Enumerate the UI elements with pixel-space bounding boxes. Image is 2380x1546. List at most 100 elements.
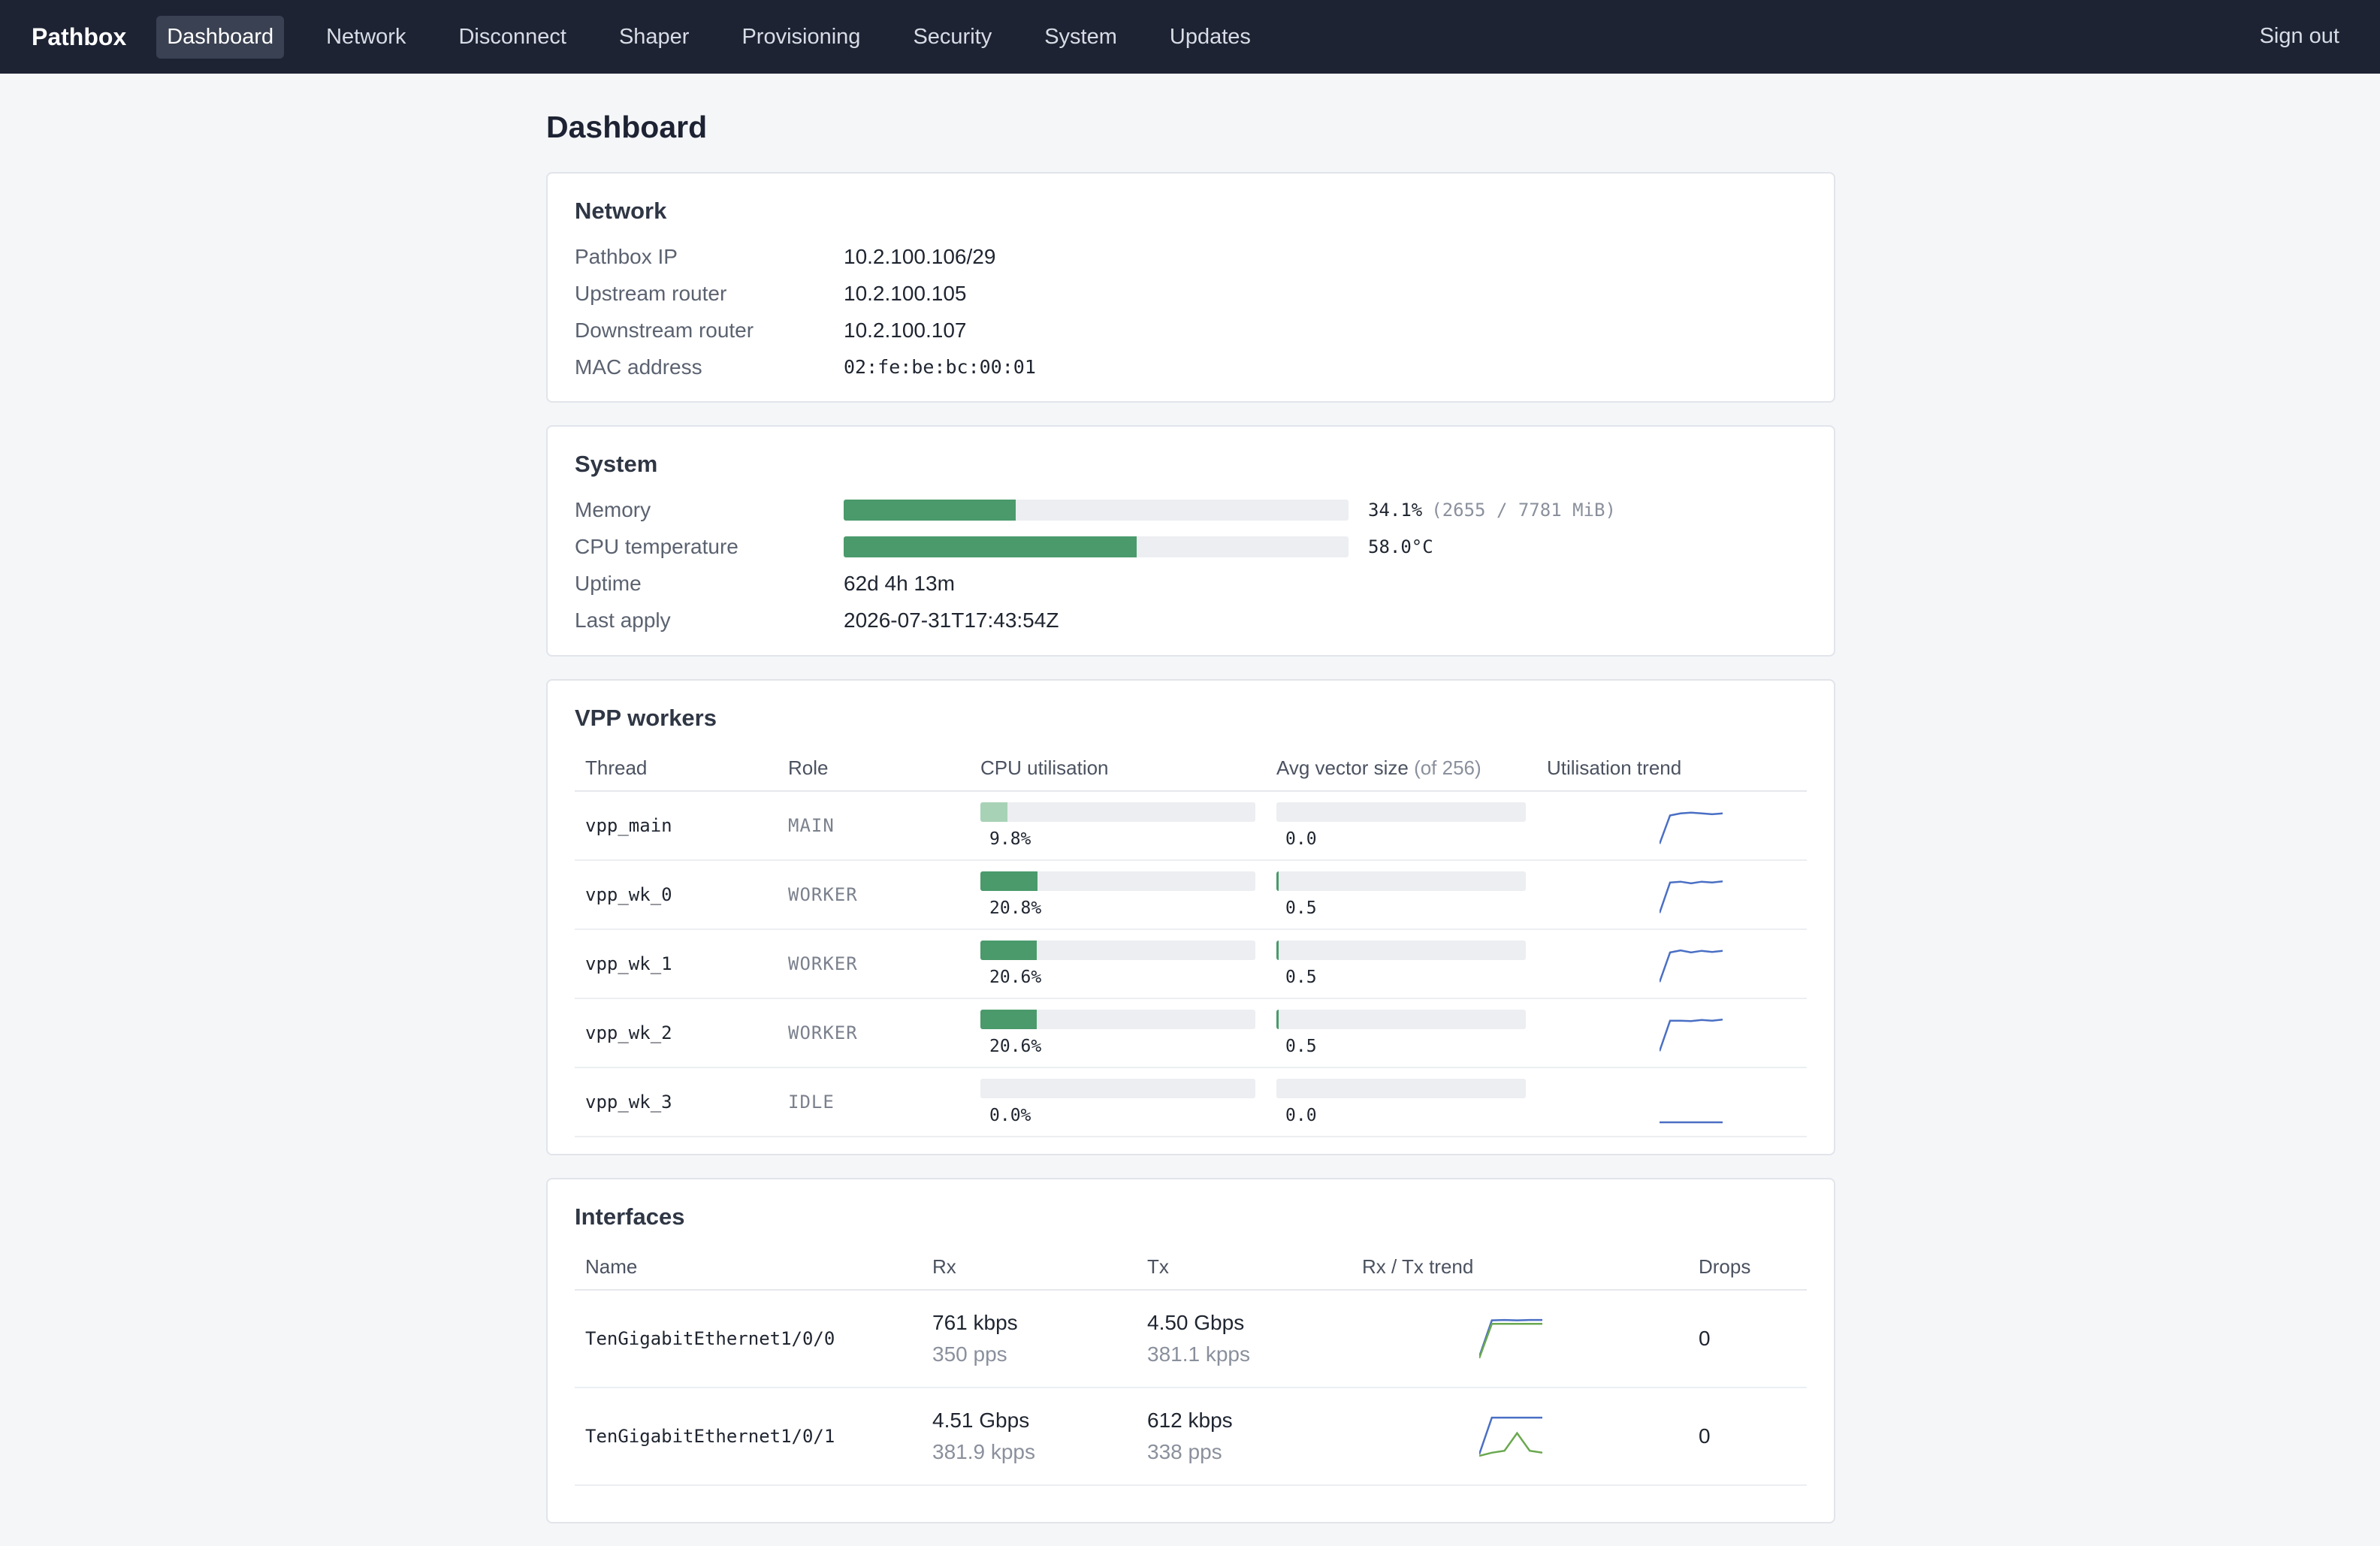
rx-trend-sparkline (1479, 1318, 1542, 1357)
worker-row: vpp_main MAIN 9.8% 0.0 (575, 791, 1807, 861)
pathbox-ip-value: 10.2.100.106/29 (844, 244, 996, 268)
nav-menu: Dashboard Network Disconnect Shaper Prov… (156, 15, 1293, 59)
rx-trend-sparkline (1479, 1416, 1542, 1455)
worker-row: vpp_wk_3 IDLE 0.0% 0.0 (575, 1067, 1807, 1137)
vector-size-bar (1276, 1079, 1526, 1098)
rxtx-sparklines (1479, 1317, 1678, 1360)
nav-dashboard[interactable]: Dashboard (156, 15, 285, 59)
nav-updates[interactable]: Updates (1169, 24, 1251, 49)
cpu-util-bar (980, 1079, 1255, 1098)
utilisation-trend-sparkline (1660, 880, 1723, 913)
cpu-util-value: 20.6% (989, 968, 1042, 987)
kv-key: CPU temperature (575, 534, 738, 558)
tx-rate: 612 kbps (1147, 1409, 1233, 1432)
nav-network[interactable]: Network (326, 24, 406, 49)
worker-thread: vpp_wk_3 (585, 1092, 672, 1113)
network-row: Pathbox IP 10.2.100.106/29 (575, 238, 1807, 275)
nav-disconnect[interactable]: Disconnect (458, 24, 566, 49)
nav-system[interactable]: System (1044, 24, 1117, 49)
uptime-value: 62d 4h 13m (844, 571, 955, 595)
vpp-workers-table: Thread Role CPU utilisation Avg vector s… (575, 745, 1807, 1137)
vector-size-bar-fill (1276, 1010, 1279, 1029)
drops-value: 0 (1699, 1424, 1711, 1448)
vector-size-bar (1276, 871, 1526, 891)
cpu-util-bar-fill (980, 941, 1037, 960)
vector-size-value: 0.5 (1285, 898, 1317, 918)
rxtx-trend-cell (1352, 1387, 1688, 1486)
page-title: Dashboard (546, 110, 708, 144)
cpu-util-bar (980, 941, 1255, 960)
network-card: Network Pathbox IP 10.2.100.106/29 Upstr… (546, 172, 1835, 403)
tx-trend-sparkline (1479, 1431, 1542, 1457)
utilisation-trend-sparkline-line (1660, 880, 1723, 913)
utilisation-trend-sparkline-line (1660, 949, 1723, 983)
nav-security[interactable]: Security (913, 24, 992, 49)
col-name: Name (575, 1244, 922, 1291)
col-drops: Drops (1688, 1244, 1807, 1291)
interface-name[interactable]: TenGigabitEthernet1/0/1 (585, 1426, 835, 1447)
rxtx-sparklines (1479, 1415, 1678, 1458)
worker-role: IDLE (788, 1092, 835, 1113)
last-apply-row: Last apply 2026-07-31T17:43:54Z (575, 602, 1807, 639)
utilisation-trend-sparkline (1660, 1121, 1723, 1124)
utilisation-trend-sparkline (1660, 811, 1723, 844)
col-vec-label: Avg vector size (1276, 756, 1409, 779)
interfaces-card: Interfaces Name Rx Tx Rx / Tx trend Drop… (546, 1178, 1835, 1523)
main-content: Dashboard Network Pathbox IP 10.2.100.10… (546, 74, 1835, 1546)
rxtx-trend-cell (1352, 1290, 1688, 1388)
vpp-workers-card: VPP workers Thread Role CPU utilisation … (546, 679, 1835, 1155)
worker-thread: vpp_wk_1 (585, 953, 672, 974)
vector-size-value: 0.5 (1285, 1037, 1317, 1056)
rx-trend-sparkline-line (1479, 1318, 1542, 1357)
cpu-util-value: 20.6% (989, 1037, 1042, 1056)
memory-usage-detail: (2655 / 7781 MiB) (1431, 499, 1616, 521)
nav-shaper[interactable]: Shaper (618, 24, 690, 49)
cpu-util-value: 20.8% (989, 898, 1042, 918)
col-vec-of: (of 256) (1414, 756, 1481, 779)
upstream-router-value: 10.2.100.105 (844, 281, 967, 305)
kv-key: Uptime (575, 571, 642, 595)
vector-size-value: 0.0 (1285, 829, 1317, 849)
worker-role: MAIN (788, 815, 835, 836)
cpu-util-bar (980, 802, 1255, 822)
interface-row: TenGigabitEthernet1/0/1 4.51 Gbps 381.9 … (575, 1387, 1807, 1486)
worker-row: vpp_wk_0 WORKER 20.8% 0.5 (575, 860, 1807, 930)
utilisation-trend-cell (1536, 860, 1807, 930)
cpu-util-bar-fill (980, 871, 1038, 891)
vector-size-bar-fill (1276, 941, 1279, 960)
memory-percent: 34.1% (1368, 499, 1423, 521)
downstream-router-value: 10.2.100.107 (844, 318, 967, 342)
vector-size-bar (1276, 941, 1526, 960)
vector-size-bar (1276, 1010, 1526, 1029)
worker-role: WORKER (788, 884, 858, 905)
interfaces-table: Name Rx Tx Rx / Tx trend Drops TenGigabi… (575, 1244, 1807, 1486)
tx-trend-sparkline (1479, 1322, 1542, 1359)
utilisation-trend-sparkline-line (1660, 811, 1723, 844)
vector-size-bar (1276, 802, 1526, 822)
rx-rate: 4.51 Gbps (932, 1409, 1030, 1432)
kv-key: MAC address (575, 355, 702, 379)
col-rx: Rx (922, 1244, 1137, 1291)
vector-size-bar-fill (1276, 871, 1279, 891)
network-card-title: Network (575, 198, 667, 224)
col-vec: Avg vector size (of 256) (1266, 745, 1536, 792)
kv-key: Downstream router (575, 318, 754, 342)
brand-logo[interactable]: Pathbox (32, 23, 127, 50)
cpu-temp-row: CPU temperature 58.0°C (575, 528, 1807, 565)
col-thread: Thread (575, 745, 778, 792)
last-apply-value: 2026-07-31T17:43:54Z (844, 608, 1059, 632)
rx-rate: 761 kbps (932, 1311, 1018, 1334)
nav-provisioning[interactable]: Provisioning (741, 24, 861, 49)
interface-name[interactable]: TenGigabitEthernet1/0/0 (585, 1328, 835, 1349)
memory-bar-fill (844, 499, 1016, 521)
rx-pps: 350 pps (932, 1342, 1007, 1366)
utilisation-trend-sparkline (1660, 1018, 1723, 1052)
cpu-util-value: 0.0% (989, 1106, 1031, 1125)
utilisation-trend-cell (1536, 791, 1807, 861)
network-row: Downstream router 10.2.100.107 (575, 312, 1807, 349)
sign-out-link[interactable]: Sign out (2259, 24, 2339, 48)
network-row: MAC address 02:fe:be:bc:00:01 (575, 349, 1807, 385)
col-rxtx-trend: Rx / Tx trend (1352, 1244, 1688, 1291)
utilisation-trend-cell (1536, 929, 1807, 999)
vpp-workers-title: VPP workers (575, 705, 717, 731)
